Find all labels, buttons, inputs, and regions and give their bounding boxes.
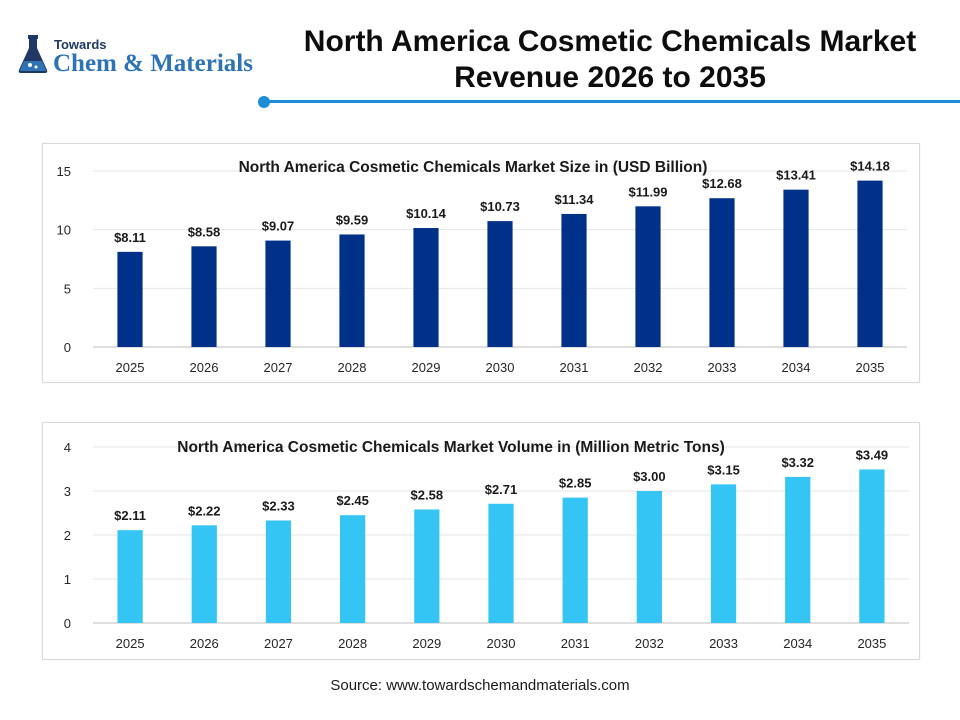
volume-y-tick-label: 0 (64, 616, 71, 631)
revenue-x-tick-label: 2025 (116, 360, 145, 375)
volume-y-tick-label: 4 (64, 440, 71, 455)
volume-x-tick-label: 2027 (264, 636, 293, 651)
volume-bar-2035 (859, 469, 885, 623)
revenue-x-tick-label: 2028 (338, 360, 367, 375)
revenue-x-tick-label: 2027 (264, 360, 293, 375)
revenue-x-tick-label: 2029 (412, 360, 441, 375)
volume-x-tick-label: 2034 (783, 636, 812, 651)
volume-data-label: $2.11 (114, 508, 146, 523)
volume-data-label: $2.58 (411, 487, 444, 502)
revenue-bar-2027 (265, 240, 291, 347)
volume-x-tick-label: 2025 (116, 636, 145, 651)
volume-x-tick-label: 2026 (190, 636, 219, 651)
revenue-x-tick-label: 2026 (190, 360, 219, 375)
revenue-y-tick-label: 15 (57, 164, 71, 179)
revenue-bar-2025 (117, 251, 143, 347)
volume-x-tick-label: 2030 (487, 636, 516, 651)
revenue-bar-2031 (561, 213, 587, 347)
revenue-chart-title: North America Cosmetic Chemicals Market … (239, 159, 708, 176)
revenue-bar-chart: 0 5 10 15 $8.11 2025 $8.58 2026 $9.07 2027 $9.59 20… (57, 159, 907, 375)
volume-chart-panel: 0 1 2 3 4 $2.11 2025 $2.22 2026 $2.33 2027 $2.45 202… (42, 422, 920, 660)
volume-data-label: $2.71 (485, 482, 518, 497)
revenue-bar-2029 (413, 228, 439, 347)
revenue-y-tick-label: 5 (64, 281, 71, 296)
brand-logo: Towards Chem & Materials (16, 30, 266, 80)
volume-x-tick-label: 2031 (561, 636, 590, 651)
volume-data-label: $2.85 (559, 476, 592, 491)
volume-data-label: $3.15 (707, 462, 740, 477)
volume-data-label: $2.22 (188, 503, 221, 518)
title-divider (258, 96, 960, 108)
volume-x-tick-label: 2029 (412, 636, 441, 651)
revenue-x-tick-label: 2031 (560, 360, 589, 375)
revenue-x-tick-label: 2035 (856, 360, 885, 375)
revenue-data-label: $9.59 (336, 212, 369, 227)
revenue-bar-2030 (487, 221, 513, 347)
revenue-data-label: $13.41 (776, 168, 816, 183)
brand-line-1: Towards (54, 37, 107, 52)
revenue-data-label: $11.99 (628, 184, 667, 199)
volume-chart-title: North America Cosmetic Chemicals Market … (177, 439, 725, 456)
page-title-line-1: North America Cosmetic Chemicals Market (303, 25, 917, 58)
volume-x-tick-label: 2035 (857, 636, 886, 651)
volume-data-label: $2.33 (262, 498, 295, 513)
revenue-data-label: $10.73 (480, 199, 520, 214)
volume-bar-2025 (117, 530, 143, 623)
volume-x-tick-label: 2032 (635, 636, 664, 651)
revenue-data-label: $14.18 (850, 159, 890, 174)
volume-bar-2031 (562, 497, 588, 623)
volume-bar-2034 (785, 476, 811, 623)
volume-y-tick-label: 1 (64, 572, 71, 587)
volume-bar-2028 (340, 515, 366, 623)
volume-data-label: $3.32 (781, 455, 814, 470)
revenue-x-tick-label: 2032 (634, 360, 663, 375)
revenue-x-tick-label: 2030 (486, 360, 515, 375)
revenue-bar-2032 (635, 206, 661, 347)
revenue-data-label: $8.11 (114, 230, 146, 245)
revenue-data-label: $8.58 (188, 224, 221, 239)
source-note: Source: www.towardschemandmaterials.com (330, 677, 630, 694)
revenue-bar-2035 (857, 180, 883, 347)
volume-bar-2026 (191, 525, 217, 623)
revenue-data-label: $10.14 (406, 206, 447, 221)
divider-dot (258, 96, 270, 108)
divider-line (264, 100, 960, 103)
flask-icon (18, 35, 48, 73)
volume-bar-chart: 0 1 2 3 4 $2.11 2025 $2.22 2026 $2.33 2027 $2.45 202… (64, 439, 909, 651)
revenue-bar-2028 (339, 234, 365, 347)
brand-line-2: Chem & Materials (53, 50, 253, 77)
volume-bar-2027 (265, 520, 292, 623)
volume-y-tick-label: 3 (64, 484, 71, 499)
revenue-data-label: $11.34 (554, 192, 594, 207)
revenue-bar-2026 (191, 246, 217, 347)
revenue-data-label: $12.68 (702, 176, 742, 191)
volume-bar-2030 (488, 503, 514, 623)
volume-bar-2033 (710, 484, 737, 623)
page-title-line-2: Revenue 2026 to 2035 (454, 61, 766, 94)
volume-x-tick-label: 2028 (338, 636, 367, 651)
revenue-data-label: $9.07 (262, 219, 295, 234)
volume-x-tick-label: 2033 (709, 636, 738, 651)
volume-bar-2032 (636, 491, 662, 623)
revenue-y-tick-label: 10 (57, 223, 71, 238)
revenue-chart-panel: 0 5 10 15 $8.11 2025 $8.58 2026 $9.07 2027 $9.59 20… (42, 143, 920, 383)
volume-data-label: $2.45 (336, 493, 369, 508)
revenue-y-tick-label: 0 (64, 340, 71, 355)
page-title: North America Cosmetic Chemicals Market … (280, 24, 940, 96)
revenue-bar-2033 (709, 198, 735, 347)
volume-y-tick-label: 2 (64, 528, 71, 543)
volume-data-label: $3.49 (856, 447, 889, 462)
volume-bar-2029 (414, 509, 440, 623)
volume-data-label: $3.00 (633, 469, 666, 484)
revenue-bar-2034 (783, 189, 809, 347)
revenue-x-tick-label: 2034 (782, 360, 811, 375)
revenue-x-tick-label: 2033 (708, 360, 737, 375)
